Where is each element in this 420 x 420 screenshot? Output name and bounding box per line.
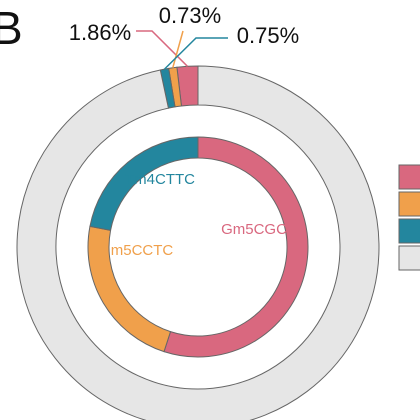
data-labels: 1.86% 0.73% 0.75% [69, 3, 299, 48]
pct-label-m5cctc: 0.73% [159, 3, 221, 28]
inner-label-m5cctc: m5CCTC [111, 242, 174, 259]
outer-slice-other [16, 65, 380, 420]
leader-gm5cgc [136, 30, 188, 67]
legend-swatch-m5cctc [398, 191, 420, 217]
pct-label-tm4cttc: 0.75% [237, 23, 299, 48]
panel-letter: B [0, 2, 23, 54]
legend-swatch-tm4cttc [398, 218, 420, 244]
leader-tm4cttc [163, 37, 228, 70]
pct-label-gm5cgc: 1.86% [69, 20, 131, 45]
leader-lines [136, 30, 228, 70]
legend [398, 164, 420, 271]
inner-slice-gm5cgc [163, 136, 309, 358]
inner-label-tm4cttc: Tm4CTTC [125, 171, 195, 188]
inner-ring: Gm5CGC m5CCTC Tm4CTTC [87, 136, 309, 358]
outer-ring [16, 65, 380, 420]
legend-swatch-other [398, 245, 420, 271]
outer-slice-m5cctc [168, 66, 182, 108]
outer-slice-tm4cttc [159, 67, 176, 109]
inner-label-gm5cgc: Gm5CGC [221, 221, 287, 238]
inner-slice-tm4cttc [89, 136, 199, 231]
legend-swatch-gm5cgc [398, 164, 420, 190]
leader-m5cctc [172, 30, 184, 68]
